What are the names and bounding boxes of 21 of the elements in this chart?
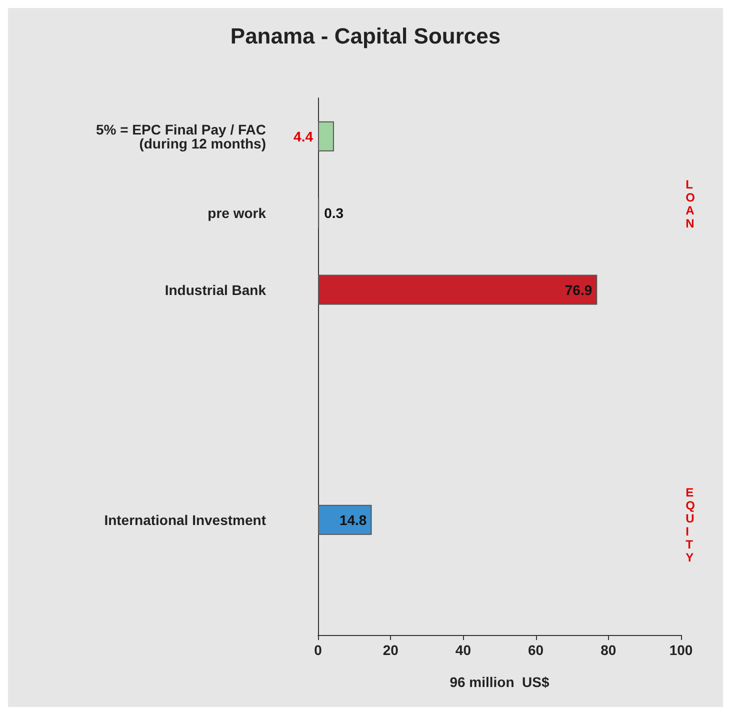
text: EQUITY xyxy=(686,486,696,564)
x-tick-label: 80 xyxy=(600,642,616,658)
x-tick-label: 60 xyxy=(528,642,544,658)
chart-title: Panama - Capital Sources xyxy=(230,24,501,48)
x-tick-label: 20 xyxy=(382,642,399,658)
bar xyxy=(318,504,372,535)
x-tick-label: 40 xyxy=(455,642,472,658)
data-label: 76.9 xyxy=(564,282,592,298)
x-tick-label: 0 xyxy=(314,642,322,658)
x-tick-label: 100 xyxy=(669,642,693,658)
y-tick-label: International Investment xyxy=(104,512,266,528)
data-label: 0.3 xyxy=(324,205,344,222)
y-tick-label: Industrial Bank xyxy=(164,282,266,298)
x-axis-title: 96 million US$ xyxy=(450,674,550,690)
y-tick-label: pre work xyxy=(208,205,266,222)
data-label: 4.4 xyxy=(294,128,314,144)
bar xyxy=(318,121,334,152)
text: LOAN xyxy=(686,178,696,230)
bar xyxy=(318,274,598,305)
y-tick-label: 5% = EPC Final Pay / FAC (during 12 months) xyxy=(96,121,266,152)
data-label: 14.8 xyxy=(339,512,367,528)
